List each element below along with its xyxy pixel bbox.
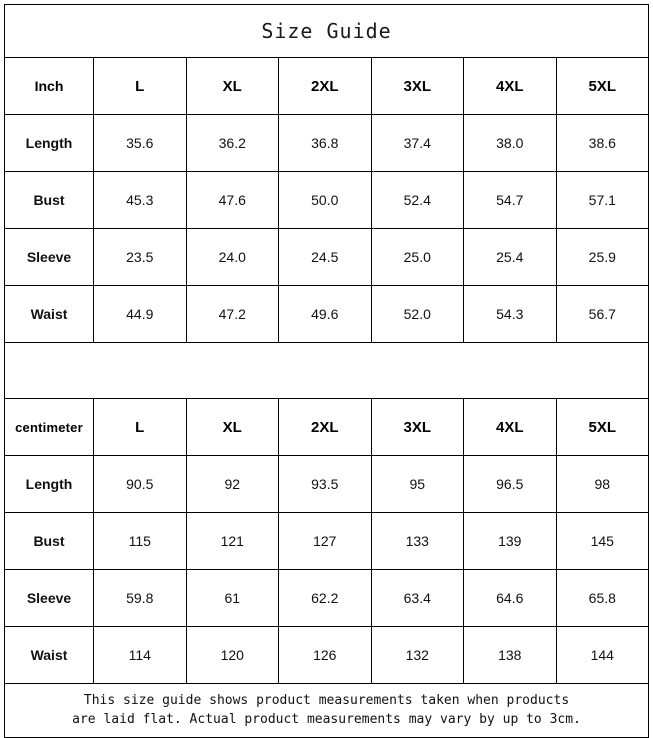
column-header-2xl: 2XL [278,398,372,456]
cell-value: 114 [93,626,187,684]
cell-value: 121 [185,512,279,570]
row-label-length: Length [4,455,94,513]
cell-value: 95 [370,455,464,513]
cell-value: 144 [555,626,650,684]
inch-header-row: Inch L XL 2XL 3XL 4XL 5XL [4,57,650,115]
column-header-3xl: 3XL [370,398,464,456]
cell-value: 54.3 [463,285,557,343]
cell-value: 96.5 [463,455,557,513]
row-label-waist: Waist [4,285,94,343]
cell-value: 36.8 [278,114,372,172]
table-row: Waist 114 120 126 132 138 144 [4,626,650,684]
row-label-length: Length [4,114,94,172]
unit-label-inch: Inch [4,57,94,115]
cell-value: 38.0 [463,114,557,172]
page-title: Size Guide [3,4,650,58]
cell-value: 45.3 [93,171,187,229]
cell-value: 24.5 [278,228,372,286]
table-row: Sleeve 23.5 24.0 24.5 25.0 25.4 25.9 [4,228,650,286]
cell-value: 65.8 [555,569,650,627]
cell-value: 115 [93,512,187,570]
cell-value: 47.6 [185,171,279,229]
column-header-5xl: 5XL [555,398,650,456]
cell-value: 62.2 [278,569,372,627]
column-header-l: L [93,57,187,115]
cell-value: 35.6 [93,114,187,172]
cell-value: 133 [370,512,464,570]
row-label-sleeve: Sleeve [4,228,94,286]
cell-value: 50.0 [278,171,372,229]
table-row: Length 90.5 92 93.5 95 96.5 98 [4,455,650,513]
title-row: Size Guide [3,4,650,58]
footer-note-line-2: are laid flat. Actual product measuremen… [72,711,581,727]
footer-note-row: This size guide shows product measuremen… [3,683,650,738]
column-header-4xl: 4XL [463,398,557,456]
cell-value: 92 [185,455,279,513]
column-header-xl: XL [185,398,279,456]
cell-value: 145 [555,512,650,570]
unit-label-centimeter: centimeter [4,398,94,456]
spacer-row [3,342,650,399]
cell-value: 98 [555,455,650,513]
cell-value: 59.8 [93,569,187,627]
cell-value: 126 [278,626,372,684]
cell-value: 47.2 [185,285,279,343]
cell-value: 132 [370,626,464,684]
row-label-waist: Waist [4,626,94,684]
cell-value: 57.1 [555,171,650,229]
cell-value: 64.6 [463,569,557,627]
cell-value: 139 [463,512,557,570]
table-row: Bust 45.3 47.6 50.0 52.4 54.7 57.1 [4,171,650,229]
cell-value: 25.9 [555,228,650,286]
column-header-2xl: 2XL [278,57,372,115]
cell-value: 38.6 [555,114,650,172]
cell-value: 24.0 [185,228,279,286]
column-header-xl: XL [185,57,279,115]
table-row: Sleeve 59.8 61 62.2 63.4 64.6 65.8 [4,569,650,627]
cell-value: 37.4 [370,114,464,172]
centimeter-header-row: centimeter L XL 2XL 3XL 4XL 5XL [4,398,650,456]
cell-value: 93.5 [278,455,372,513]
cell-value: 90.5 [93,455,187,513]
size-guide-table: Size Guide Inch L XL 2XL 3XL 4XL 5XL Len… [3,4,650,738]
column-header-4xl: 4XL [463,57,557,115]
cell-value: 120 [185,626,279,684]
cell-value: 61 [185,569,279,627]
row-label-sleeve: Sleeve [4,569,94,627]
table-row: Length 35.6 36.2 36.8 37.4 38.0 38.6 [4,114,650,172]
row-label-bust: Bust [4,512,94,570]
column-header-5xl: 5XL [555,57,650,115]
cell-value: 54.7 [463,171,557,229]
cell-value: 23.5 [93,228,187,286]
cell-value: 52.4 [370,171,464,229]
cell-value: 25.0 [370,228,464,286]
cell-value: 127 [278,512,372,570]
size-guide-container: Size Guide Inch L XL 2XL 3XL 4XL 5XL Len… [3,4,650,738]
footer-note: This size guide shows product measuremen… [3,683,650,738]
table-row: Bust 115 121 127 133 139 145 [4,512,650,570]
cell-value: 44.9 [93,285,187,343]
column-header-l: L [93,398,187,456]
column-header-3xl: 3XL [370,57,464,115]
cell-value: 36.2 [185,114,279,172]
spacer-cell [3,342,650,399]
row-label-bust: Bust [4,171,94,229]
cell-value: 138 [463,626,557,684]
cell-value: 56.7 [555,285,650,343]
cell-value: 25.4 [463,228,557,286]
table-row: Waist 44.9 47.2 49.6 52.0 54.3 56.7 [4,285,650,343]
footer-note-line-1: This size guide shows product measuremen… [83,692,570,708]
cell-value: 63.4 [370,569,464,627]
cell-value: 49.6 [278,285,372,343]
cell-value: 52.0 [370,285,464,343]
